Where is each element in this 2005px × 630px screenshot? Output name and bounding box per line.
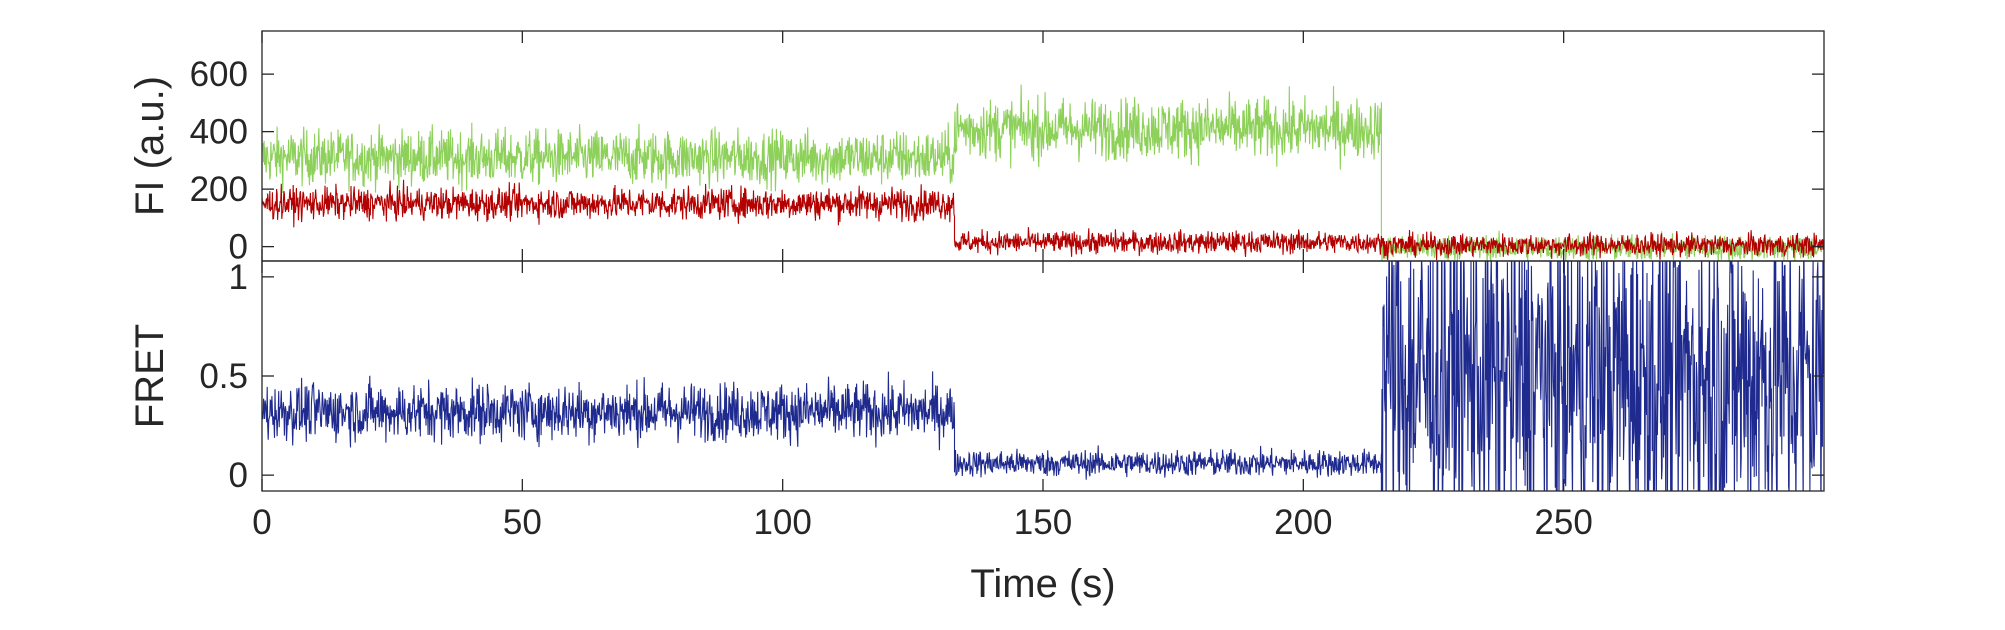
time-xlabel: Time (s): [970, 562, 1115, 606]
fret-series-group: [262, 261, 1824, 491]
fret-ticks: 0 0.5 1 0 50 100 150 200 250: [199, 258, 1824, 542]
time-xtick-label: 100: [753, 503, 811, 542]
fret-ytick-label: 1: [229, 258, 248, 297]
fluorescence-panel: 0 200 400 600 FI (a.u.): [128, 30, 1825, 267]
fluorescence-ytick-label: 600: [190, 55, 248, 94]
fluorescence-ticks: 0 200 400 600: [190, 31, 1824, 267]
time-xtick-label: 200: [1274, 503, 1332, 542]
fluorescence-ytick-label: 200: [190, 170, 248, 209]
fret-ytick-label: 0.5: [199, 357, 248, 396]
time-xtick-label: 250: [1534, 503, 1592, 542]
time-xtick-label: 50: [503, 503, 542, 542]
time-xtick-label: 0: [252, 503, 271, 542]
fluorescence-ytick-label: 0: [229, 228, 248, 267]
fret-panel: 0 0.5 1 0 50 100 150 200 250 FRET Time (s): [128, 258, 1825, 606]
fret-ytick-label: 0: [229, 456, 248, 495]
fluorescence-ytick-label: 400: [190, 113, 248, 152]
time-xtick-label: 150: [1014, 503, 1072, 542]
fluorescence-series-group: [262, 84, 1824, 261]
fluorescence-series-line-1: [262, 179, 1824, 261]
fret-series-line-0: [262, 261, 1824, 491]
fret-ylabel: FRET: [128, 324, 172, 428]
fluorescence-ylabel: FI (a.u.): [128, 76, 172, 216]
